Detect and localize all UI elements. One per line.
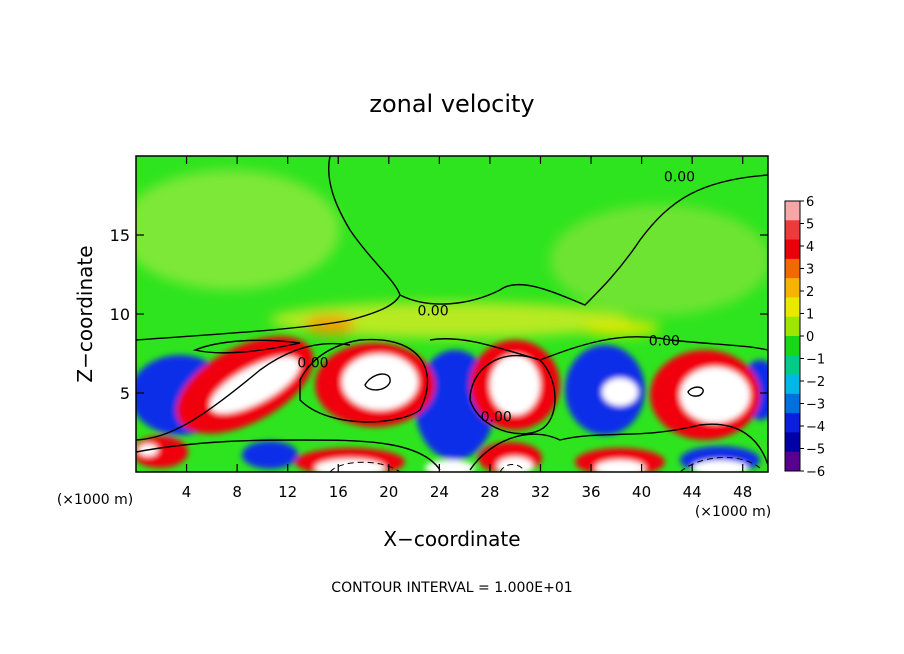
contour-line	[687, 386, 704, 397]
colorbar-tick-label: −4	[806, 420, 825, 435]
contour-line-negative	[499, 464, 526, 472]
heatmap-cell-max	[490, 355, 540, 415]
colorbar-swatch	[785, 413, 800, 433]
heatmap-cell-max	[210, 356, 300, 414]
x-tick-label: 24	[430, 483, 449, 501]
heatmap-cell-yellow	[580, 320, 660, 336]
contour-label: 0.00	[649, 334, 680, 350]
heatmap-cell-max	[342, 354, 418, 410]
colorbar-swatch	[785, 355, 800, 376]
contour-line	[136, 439, 441, 471]
contour-line	[469, 423, 768, 471]
contour-line	[299, 338, 429, 423]
x-unit-label-left: (×1000 m)	[57, 492, 133, 508]
heatmap-cell-green-light	[136, 170, 340, 290]
chart-title: zonal velocity	[369, 90, 534, 118]
colorbar-tick-label: 6	[806, 195, 814, 210]
heatmap-cell-max	[595, 460, 645, 472]
colorbar-swatch	[785, 316, 800, 337]
colorbar-swatch	[785, 451, 800, 472]
y-axis: 5 10 15	[110, 226, 768, 403]
colorbar-swatch	[785, 297, 800, 318]
x-axis: 4 8 12 16 20 24 28 32 36 40 44 48	[182, 156, 752, 501]
x-unit-label-right: (×1000 m)	[695, 504, 771, 520]
y-tick-label: 5	[120, 384, 130, 403]
x-tick-label: 12	[278, 483, 297, 501]
colorbar-swatch	[785, 374, 800, 395]
colorbar-tick-label: −1	[806, 353, 825, 368]
colorbar-swatch	[785, 258, 800, 279]
colorbar-tick-label: 1	[806, 308, 814, 323]
x-tick-label: 36	[581, 483, 600, 501]
heatmap-cell-green-light	[550, 205, 768, 315]
heatmap-cell-green-light	[270, 302, 630, 338]
colorbar-swatch	[785, 336, 800, 356]
colorbar-swatch	[785, 278, 800, 298]
x-tick-label: 4	[182, 483, 192, 501]
colorbar-tick-label: 2	[806, 285, 814, 300]
x-tick-label: 16	[329, 483, 348, 501]
contour-line	[364, 373, 391, 391]
x-tick-label: 40	[632, 483, 651, 501]
x-tick-label: 44	[683, 483, 702, 501]
x-tick-label: 48	[733, 483, 752, 501]
x-tick-label: 20	[379, 483, 398, 501]
colorbar-tick-label: −2	[806, 375, 825, 390]
contour-line	[136, 342, 351, 441]
y-tick-label: 15	[110, 226, 130, 245]
contour-line	[136, 156, 401, 341]
heatmap-cell-max	[692, 460, 748, 472]
contour-label: 0.00	[417, 304, 448, 320]
colorbar-tick-label: 3	[806, 263, 814, 278]
colorbar-swatch	[785, 201, 800, 221]
contour-line	[429, 336, 768, 361]
heatmap-cell-positive	[136, 436, 188, 468]
colorbar-swatch	[785, 432, 800, 453]
contour-line	[469, 354, 556, 435]
contour-line	[192, 339, 301, 354]
contour-line-negative	[679, 457, 761, 472]
heatmap-cell-max	[497, 457, 533, 472]
heatmap-cell-max	[315, 459, 385, 472]
contour-label: 0.00	[297, 356, 328, 372]
colorbar: 6 5 4 3 2 1 0 −1 −2 −3 −4 −5 −6	[784, 195, 825, 480]
heatmap-cell-max	[680, 367, 750, 423]
colorbar-swatch	[785, 393, 800, 414]
heatmap-cell-max	[602, 378, 638, 406]
heatmap-cell-max	[425, 460, 475, 472]
heatmap-cell-negative	[242, 441, 298, 469]
colorbar-tick-label: 4	[806, 240, 814, 255]
contour-line-negative	[329, 461, 401, 472]
y-tick-label: 10	[110, 305, 130, 324]
contour-line	[399, 174, 768, 306]
x-tick-label: 32	[531, 483, 550, 501]
x-tick-label: 8	[232, 483, 242, 501]
contour-label: 0.00	[664, 169, 695, 185]
y-axis-label: Z−coordinate	[73, 245, 97, 382]
colorbar-swatch	[785, 220, 800, 241]
x-axis-label: X−coordinate	[383, 527, 520, 551]
contour-interval-note: CONTOUR INTERVAL = 1.000E+01	[331, 580, 572, 596]
colorbar-tick-label: −6	[806, 465, 825, 480]
heatmap-cell-yellow	[305, 315, 355, 335]
colorbar-swatch	[785, 239, 800, 260]
contour-label: 0.00	[481, 409, 512, 425]
colorbar-tick-label: −5	[806, 443, 825, 458]
heatmap-field	[136, 156, 768, 472]
contour-label-group: 0.00 0.00 0.00 0.00 0.00	[297, 169, 695, 425]
colorbar-tick-label: 0	[806, 330, 814, 345]
colorbar-tick-label: 5	[806, 218, 814, 233]
x-tick-label: 28	[480, 483, 499, 501]
colorbar-tick-label: −3	[806, 398, 825, 413]
